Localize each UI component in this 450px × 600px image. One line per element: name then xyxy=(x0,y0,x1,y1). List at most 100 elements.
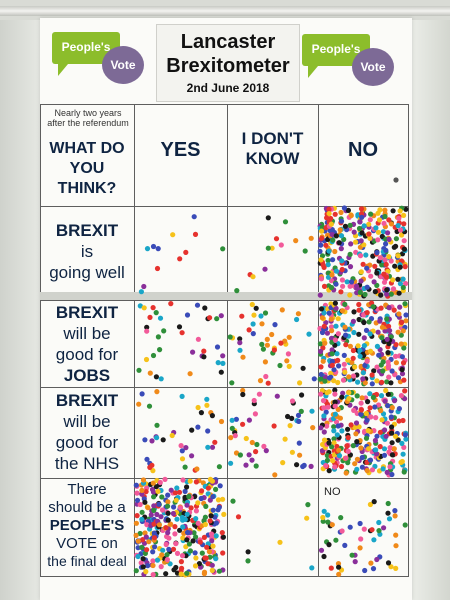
sticker-dot xyxy=(214,344,221,350)
sticker-dot xyxy=(308,463,314,469)
sticker-dot xyxy=(173,497,179,503)
sticker-dot xyxy=(209,567,215,574)
sticker-dot xyxy=(256,391,262,397)
sticker-dot xyxy=(207,518,213,524)
sticker-dot xyxy=(140,537,146,543)
sticker-dot xyxy=(384,469,390,475)
sticker-dot xyxy=(392,263,398,269)
sticker-dot xyxy=(150,558,156,564)
sticker-dot xyxy=(400,451,406,457)
sticker-dot xyxy=(134,513,140,519)
sticker-dot xyxy=(363,327,370,333)
sticker-dot xyxy=(376,217,383,223)
sticker-dot xyxy=(359,230,365,236)
sticker-dot xyxy=(347,343,353,349)
sticker-dot xyxy=(342,369,348,375)
row2-line2: will be xyxy=(63,324,111,343)
sticker-dot xyxy=(357,219,363,225)
sticker-dot xyxy=(151,494,157,500)
sticker-dot xyxy=(339,428,345,434)
sticker-dot xyxy=(400,284,406,291)
sticker-dot xyxy=(323,463,329,469)
sticker-dot xyxy=(333,268,340,274)
sticker-dot xyxy=(340,390,346,396)
sticker-dot xyxy=(366,221,372,227)
sticker-dot xyxy=(358,238,364,244)
sticker-dot xyxy=(294,462,300,468)
sticker-dot xyxy=(143,534,149,540)
sticker-dot xyxy=(176,324,183,330)
sticker-dot xyxy=(353,249,359,255)
sticker-dot xyxy=(365,428,371,434)
sticker-dot xyxy=(212,439,218,445)
sticker-dot xyxy=(364,467,370,474)
sticker-dot xyxy=(145,505,151,511)
wall-left xyxy=(0,20,42,600)
sticker-dot xyxy=(368,414,374,420)
sticker-dot xyxy=(326,248,332,254)
sticker-dot xyxy=(386,217,392,223)
sticker-dot xyxy=(359,454,365,461)
sticker-dot xyxy=(347,524,353,530)
sticker-dot xyxy=(177,527,183,533)
sticker-dot xyxy=(333,537,339,543)
sticker-dot xyxy=(229,380,235,386)
sticker-dot xyxy=(361,526,367,532)
grid-h0 xyxy=(40,104,409,105)
grid-h1 xyxy=(40,206,409,207)
sticker-dot xyxy=(396,215,402,221)
sticker-dot xyxy=(390,208,396,214)
sticker-dot xyxy=(338,218,345,224)
sticker-dot xyxy=(265,215,271,221)
sticker-dot xyxy=(249,457,255,463)
sticker-dot xyxy=(359,395,365,401)
sticker-dot xyxy=(146,403,153,409)
grid-h3 xyxy=(40,387,409,388)
sticker-dot xyxy=(198,495,204,502)
sticker-dot xyxy=(340,377,347,383)
sticker-dot xyxy=(245,558,251,564)
sticker-dot xyxy=(367,391,373,397)
sticker-dot xyxy=(389,405,395,411)
row1-line3: going well xyxy=(49,263,125,282)
sticker-dot xyxy=(180,535,186,541)
sticker-dot xyxy=(298,408,304,414)
sticker-dot xyxy=(156,522,162,528)
sticker-dot xyxy=(144,522,150,528)
sticker-dot xyxy=(158,514,164,520)
sticker-dot xyxy=(284,358,290,364)
handwritten-no: NO xyxy=(324,486,341,498)
sticker-dot xyxy=(155,488,161,494)
sticker-dot xyxy=(163,571,169,577)
sticker-dot xyxy=(194,466,200,472)
sticker-dot xyxy=(162,476,168,482)
sticker-dot xyxy=(184,537,190,543)
sticker-dot xyxy=(272,472,278,478)
sticker-dot xyxy=(158,376,164,382)
sticker-dot xyxy=(380,368,386,374)
sticker-dot xyxy=(333,323,339,329)
sticker-dot xyxy=(341,361,347,367)
sticker-dot xyxy=(199,550,205,556)
sticker-dot xyxy=(144,456,150,462)
sticker-dot xyxy=(151,530,157,536)
sticker-dot xyxy=(345,207,351,213)
sticker-dot xyxy=(191,214,197,220)
sticker-dot xyxy=(228,435,234,441)
sticker-dot xyxy=(383,433,389,439)
sticker-dot xyxy=(213,520,219,526)
sticker-dot xyxy=(322,378,328,384)
sticker-dot xyxy=(197,539,203,545)
sticker-dot xyxy=(192,550,198,556)
sticker-dot xyxy=(195,336,201,342)
sticker-dot xyxy=(218,313,224,319)
sticker-dot xyxy=(395,375,402,381)
sticker-dot xyxy=(221,511,227,517)
sticker-dot xyxy=(195,520,201,526)
sticker-dot xyxy=(364,417,370,423)
sticker-dot xyxy=(325,512,331,518)
sticker-dot xyxy=(362,291,368,298)
sticker-dot xyxy=(326,440,332,446)
sticker-dot xyxy=(254,441,260,448)
sticker-dot xyxy=(165,499,171,505)
